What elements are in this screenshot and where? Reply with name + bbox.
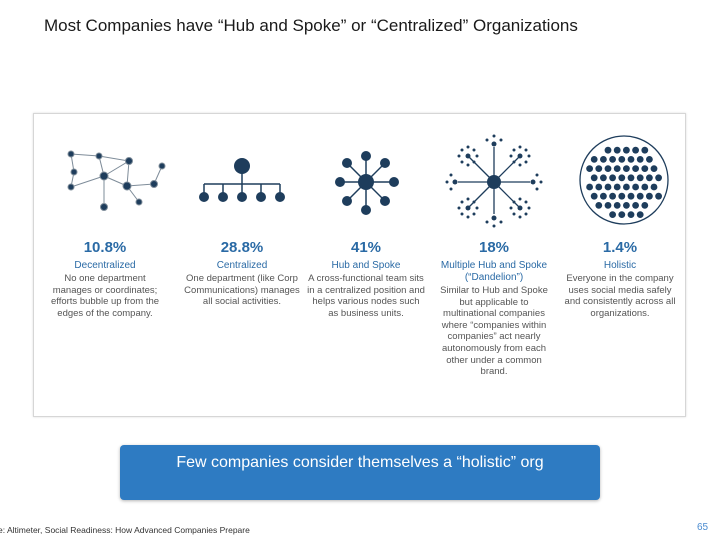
hub-and-spoke-percent: 41% [350, 239, 382, 256]
holistic-name: Holistic [603, 260, 637, 271]
org-model-diagrams [67, 134, 669, 228]
hub-and-spoke-icon [335, 151, 399, 215]
holistic-description: Everyone in the company uses social medi… [564, 273, 676, 319]
holistic-percent: 1.4% [602, 239, 638, 256]
source-citation: e: Altimeter, Social Readiness: How Adva… [0, 525, 250, 535]
hub-and-spoke-name: Hub and Spoke [331, 260, 401, 271]
callout-text: Few companies consider themselves a “hol… [176, 454, 544, 471]
decentralized-name: Decentralized [74, 260, 136, 271]
dandelion-percent: 18% [478, 239, 510, 256]
decentralized-description: No one department manages or coordinates… [50, 273, 160, 319]
dandelion-name: Multiple Hub and Spoke (“Dandelion”) [440, 260, 548, 283]
hub-and-spoke-column: 41% Hub and Spoke A cross-functional tea… [307, 239, 425, 319]
slide-title: Most Companies have “Hub and Spoke” or “… [44, 16, 578, 35]
holistic-column: 1.4% Holistic Everyone in the company us… [561, 239, 679, 319]
decentralized-network-icon [67, 150, 166, 211]
centralized-column: 28.8% Centralized One department (like C… [183, 239, 301, 308]
centralized-hierarchy-icon [199, 158, 285, 202]
decentralized-column: 10.8% Decentralized No one department ma… [46, 239, 164, 319]
centralized-percent: 28.8% [220, 239, 264, 256]
holistic-icon [579, 135, 669, 225]
dandelion-column: 18% Multiple Hub and Spoke (“Dandelion”)… [435, 239, 553, 378]
callout-box: Few companies consider themselves a “hol… [120, 445, 600, 500]
dandelion-icon [445, 134, 543, 228]
decentralized-percent: 10.8% [83, 239, 127, 256]
dandelion-description: Similar to Hub and Spoke but applicable … [440, 285, 548, 378]
page-number: 65 [697, 522, 709, 533]
org-model-figure: 10.8% Decentralized No one department ma… [33, 113, 686, 417]
centralized-description: One department (like Corp Communications… [184, 273, 300, 308]
hub-and-spoke-description: A cross-functional team sits in a centra… [307, 273, 425, 319]
centralized-name: Centralized [216, 260, 268, 271]
